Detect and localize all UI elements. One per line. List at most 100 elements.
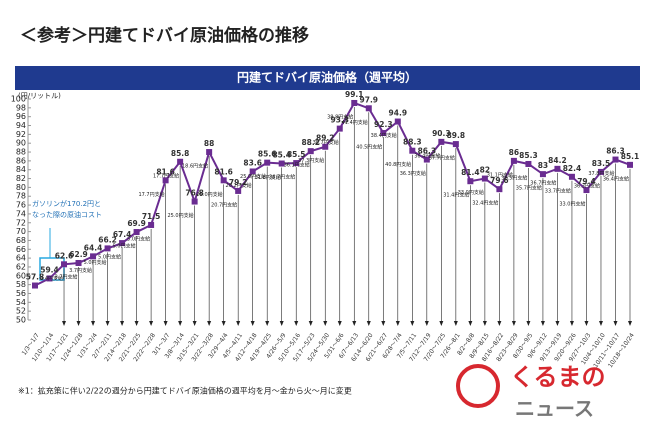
y-tick-label: 88 bbox=[16, 148, 26, 157]
arrow-head bbox=[294, 321, 299, 326]
arrow-head bbox=[149, 321, 154, 326]
marker bbox=[394, 118, 401, 125]
marker bbox=[627, 161, 633, 168]
data-label: 17.7円支給 bbox=[153, 172, 179, 179]
data-label: 20.7円支給 bbox=[211, 201, 237, 208]
y-tick-label: 68 bbox=[16, 236, 26, 245]
arrow-head bbox=[453, 321, 458, 326]
logo: くるまの bbox=[510, 363, 606, 391]
logo: ニュース bbox=[515, 397, 594, 421]
data-label: 88.3 bbox=[403, 138, 422, 147]
data-label: 57.8 bbox=[26, 273, 45, 282]
marker bbox=[597, 168, 604, 175]
arrow-head bbox=[569, 321, 574, 326]
marker bbox=[351, 99, 358, 106]
arrow-head bbox=[511, 321, 516, 326]
marker bbox=[423, 156, 430, 163]
data-label: 38.7円支給 bbox=[313, 139, 339, 146]
arrow-head bbox=[221, 321, 226, 326]
arrow-head bbox=[62, 321, 67, 326]
marker bbox=[307, 148, 314, 155]
y-tick-label: 50 bbox=[16, 316, 26, 325]
y-tick-label: 94 bbox=[16, 121, 26, 130]
data-label: 62.6 bbox=[55, 251, 74, 260]
y-tick-label: 96 bbox=[16, 112, 26, 121]
marker bbox=[568, 173, 575, 180]
marker bbox=[380, 130, 387, 137]
y-tick-label: 72 bbox=[16, 218, 26, 227]
arrow-head bbox=[279, 321, 284, 326]
data-label: 85.1 bbox=[621, 152, 640, 161]
data-label: 35.7円支給 bbox=[516, 185, 542, 192]
arrow-head bbox=[410, 321, 415, 326]
marker bbox=[191, 198, 198, 205]
data-label: 37.8円支給 bbox=[588, 170, 614, 177]
data-label: 89.8 bbox=[447, 131, 466, 140]
marker bbox=[162, 177, 169, 184]
data-label: 83 bbox=[538, 161, 548, 170]
marker bbox=[104, 245, 111, 252]
data-label: 41.4円支給 bbox=[342, 119, 368, 126]
marker bbox=[409, 147, 416, 154]
marker bbox=[32, 282, 38, 289]
data-label: 17.7円支給 bbox=[138, 191, 164, 198]
marker bbox=[278, 160, 285, 167]
marker bbox=[90, 253, 97, 260]
marker bbox=[235, 187, 242, 194]
y-tick-label: 84 bbox=[16, 165, 26, 174]
y-tick-label: 54 bbox=[16, 298, 26, 307]
arrow-head bbox=[482, 321, 487, 326]
y-tick-label: 66 bbox=[16, 245, 26, 254]
marker bbox=[438, 138, 445, 145]
marker bbox=[510, 157, 517, 164]
data-label: 37.7円支給 bbox=[429, 155, 455, 162]
y-tick-label: 92 bbox=[16, 130, 26, 139]
data-label: 31.4円支給 bbox=[443, 192, 469, 199]
data-label: 62.9 bbox=[69, 250, 88, 259]
marker bbox=[539, 171, 546, 178]
data-label: 82.4 bbox=[563, 164, 582, 173]
marker bbox=[46, 275, 53, 282]
arrow-head bbox=[178, 321, 183, 326]
data-label: 86 bbox=[509, 148, 519, 157]
data-label: 5.0円支給 bbox=[84, 259, 107, 266]
y-tick-label: 74 bbox=[16, 209, 26, 218]
y-tick-label: 98 bbox=[16, 103, 26, 112]
y-tick-label: 56 bbox=[16, 289, 26, 298]
line bbox=[34, 101, 631, 287]
arrow-head bbox=[439, 321, 444, 326]
data-label: 38.4円支給 bbox=[371, 132, 397, 139]
arrow-head bbox=[584, 321, 589, 326]
marker bbox=[583, 187, 590, 194]
logo-ring bbox=[456, 364, 500, 408]
y-tick-label: 64 bbox=[16, 254, 26, 263]
data-label: 25.0円支給 bbox=[197, 191, 223, 198]
marker bbox=[220, 177, 227, 184]
marker bbox=[554, 165, 561, 172]
marker bbox=[177, 158, 184, 165]
marker bbox=[496, 186, 503, 193]
marker bbox=[61, 261, 68, 268]
y-tick-label: 70 bbox=[16, 227, 26, 236]
data-label: 40.5円支給 bbox=[356, 144, 382, 151]
arrow-head bbox=[105, 321, 110, 326]
y-tick-label: 76 bbox=[16, 201, 26, 210]
arrow-head bbox=[424, 321, 429, 326]
data-label: 36.1円支給 bbox=[284, 162, 310, 169]
y-tick-label: 52 bbox=[16, 307, 26, 316]
marker bbox=[249, 168, 256, 175]
arrow-head bbox=[540, 321, 545, 326]
arrow-head bbox=[395, 321, 400, 326]
arrow-head bbox=[352, 321, 357, 326]
y-axis-label: (円/リットル) bbox=[18, 92, 61, 100]
data-label: 25.0円支給 bbox=[240, 173, 266, 180]
data-label: 64.4 bbox=[84, 243, 103, 252]
data-label: 88.2 bbox=[301, 138, 320, 147]
data-label: 5.0円支給 bbox=[127, 235, 150, 242]
arrow-head bbox=[207, 321, 212, 326]
data-label: 81.4 bbox=[461, 168, 480, 177]
marker bbox=[336, 125, 343, 132]
data-label: 92.3 bbox=[374, 120, 393, 129]
data-label: 79.6 bbox=[490, 176, 509, 185]
